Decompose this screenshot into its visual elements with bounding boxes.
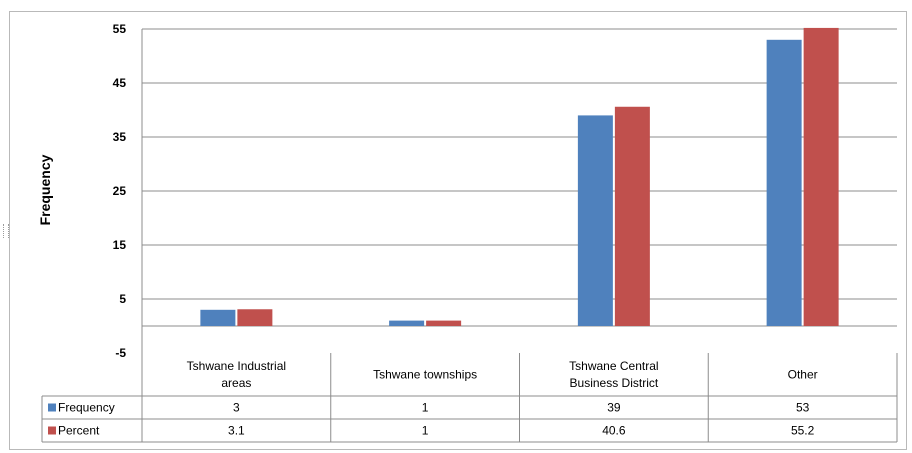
bar-percent-3 <box>803 27 839 326</box>
bar-frequency-0 <box>200 309 236 326</box>
bar-frequency-1 <box>389 320 425 326</box>
bar-percent-2 <box>614 106 650 326</box>
data-label: 39 <box>607 401 621 415</box>
y-tick-label: 55 <box>113 22 127 36</box>
legend-key-frequency <box>48 403 56 412</box>
data-label: 3.1 <box>228 424 245 438</box>
legend-label-frequency: Frequency <box>58 401 115 415</box>
y-tick-label: -5 <box>115 346 126 360</box>
bar-percent-1 <box>426 320 462 326</box>
y-tick-label: 5 <box>119 292 126 306</box>
bar-percent-0 <box>237 309 273 326</box>
category-label: areas <box>221 376 251 390</box>
y-tick-label: 25 <box>113 184 127 198</box>
y-tick-label: 45 <box>113 76 127 90</box>
category-label: Tshwane Central <box>569 359 658 373</box>
legend-label-percent: Percent <box>58 424 100 438</box>
data-label: 3 <box>233 401 240 415</box>
category-label: Other <box>788 368 818 382</box>
bar-frequency-2 <box>577 115 613 327</box>
data-label: 40.6 <box>602 424 626 438</box>
y-tick-label: 35 <box>113 130 127 144</box>
data-label: 55.2 <box>791 424 815 438</box>
category-label: Tshwane Industrial <box>187 359 286 373</box>
bar-frequency-3 <box>766 39 802 327</box>
data-label: 1 <box>422 401 429 415</box>
category-label: Business District <box>570 376 659 390</box>
chart-frame <box>9 11 907 450</box>
data-label: 53 <box>796 401 810 415</box>
resize-handle[interactable] <box>3 224 9 238</box>
category-label: Tshwane townships <box>373 368 477 382</box>
legend-key-percent <box>48 426 56 435</box>
y-tick-label: 15 <box>113 238 127 252</box>
data-label: 1 <box>422 424 429 438</box>
